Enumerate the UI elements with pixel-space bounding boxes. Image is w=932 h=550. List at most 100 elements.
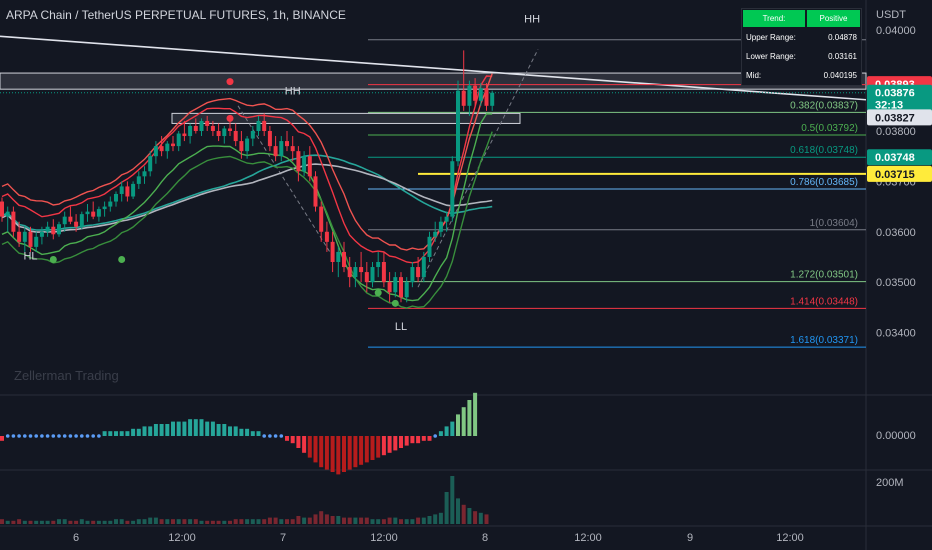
- candle-body: [153, 146, 158, 157]
- volume-bar: [433, 514, 438, 524]
- resistance-zone: [0, 72, 867, 90]
- oscillator-bar: [136, 428, 141, 436]
- trend-header-value: Positive: [807, 10, 860, 27]
- oscillator-bar: [302, 436, 307, 453]
- volume-bar: [450, 476, 455, 524]
- volume-bar: [347, 517, 352, 524]
- candle-body: [51, 226, 56, 235]
- oscillator-bar: [364, 436, 369, 463]
- oscillator-bar: [456, 414, 460, 436]
- candle-body: [353, 267, 358, 278]
- candle-body: [205, 120, 210, 126]
- oscillator-bar: [108, 431, 113, 436]
- oscillator-bar: [188, 419, 193, 436]
- oscillator-bar: [404, 436, 409, 446]
- oscillator-bar: [416, 436, 421, 444]
- price-label-box: [867, 165, 932, 182]
- candle-body: [336, 251, 341, 262]
- price-label-text: 0.03827: [875, 112, 915, 124]
- price-tick-label: 0.03800: [876, 126, 916, 138]
- oscillator-dot: [45, 434, 50, 438]
- fib-label: 1.618(0.03371): [790, 335, 858, 346]
- trend-row-upper: Upper Range: 0.04878: [742, 28, 861, 47]
- support-zone: [171, 112, 521, 124]
- volume-bar: [199, 520, 204, 524]
- candle-body: [159, 146, 164, 152]
- volume-bar: [205, 520, 210, 524]
- oscillator-bar: [233, 426, 238, 436]
- price-tick-label: 0.03400: [876, 328, 916, 340]
- candle-body: [11, 211, 16, 232]
- volume-bar: [182, 519, 187, 524]
- oscillator-dot: [5, 434, 10, 438]
- fib-label: 0.5(0.03792): [801, 123, 858, 134]
- candle-body: [176, 133, 181, 147]
- price-label-text: 0.03715: [875, 169, 915, 181]
- candle-body: [473, 85, 478, 101]
- volume-bar: [290, 519, 295, 524]
- volume-bar: [108, 520, 113, 524]
- candle-body: [290, 146, 295, 152]
- resistance-band: [1, 73, 493, 251]
- volume-bar: [233, 519, 238, 524]
- volume-bar: [85, 520, 90, 524]
- oscillator-bar: [245, 428, 250, 436]
- oscillator-bar: [319, 436, 324, 468]
- oscillator-bar: [410, 436, 415, 444]
- volume-bar: [34, 520, 39, 524]
- time-tick-label: 7: [280, 532, 286, 544]
- volume-bar: [57, 519, 61, 524]
- candle-body: [490, 92, 495, 106]
- trend-row-lower: Lower Range: 0.03161: [742, 47, 861, 66]
- volume-bar: [210, 520, 215, 524]
- candle-body: [85, 211, 90, 215]
- candle-body: [410, 267, 415, 283]
- lower-range-label: Lower Range:: [746, 52, 796, 61]
- candle-body: [387, 282, 392, 293]
- ma-line: [1, 163, 493, 233]
- oscillator-bar: [0, 436, 4, 441]
- oscillator-dot: [268, 434, 272, 438]
- volume-bar: [313, 514, 318, 524]
- time-tick-label: 12:00: [776, 532, 804, 544]
- ma-line: [1, 154, 493, 231]
- volume-bar: [136, 519, 141, 524]
- oscillator-dot: [273, 434, 278, 438]
- swing-label: LL: [395, 321, 407, 333]
- volume-bar: [324, 514, 329, 524]
- candle-body: [399, 277, 403, 298]
- candle-body: [416, 267, 421, 278]
- oscillator-bar: [444, 426, 449, 436]
- volume-bar: [456, 498, 460, 524]
- candle-body: [131, 183, 136, 197]
- oscillator-bar: [313, 436, 318, 463]
- volume-bar: [256, 519, 261, 524]
- volume-bar: [381, 519, 386, 524]
- candle-body: [22, 231, 27, 242]
- oscillator-dot: [262, 434, 267, 438]
- volume-bar: [273, 517, 278, 524]
- oscillator-bar: [290, 436, 295, 444]
- candle-body: [427, 236, 432, 257]
- candle-body: [330, 241, 335, 262]
- candle-body: [57, 224, 61, 235]
- oscillator-bar: [153, 424, 158, 436]
- volume-bar: [45, 520, 50, 524]
- volume-bar: [142, 519, 147, 524]
- oscillator-bar: [307, 436, 312, 458]
- oscillator-dot: [91, 434, 95, 438]
- resistance-band: [1, 75, 493, 264]
- fib-label: 0.786(0.03685): [790, 177, 858, 188]
- volume-bar: [250, 519, 255, 524]
- candle-body: [364, 272, 369, 283]
- candle-body: [114, 193, 118, 202]
- oscillator-dot: [68, 434, 73, 438]
- candle-body: [273, 146, 278, 157]
- time-tick-label: 12:00: [574, 532, 602, 544]
- oscillator-bar: [473, 392, 478, 436]
- candle-body: [74, 221, 79, 227]
- volume-bar: [153, 517, 158, 524]
- volume-bar: [444, 492, 449, 524]
- pivot-dot: [391, 299, 399, 307]
- volume-bar: [393, 517, 398, 524]
